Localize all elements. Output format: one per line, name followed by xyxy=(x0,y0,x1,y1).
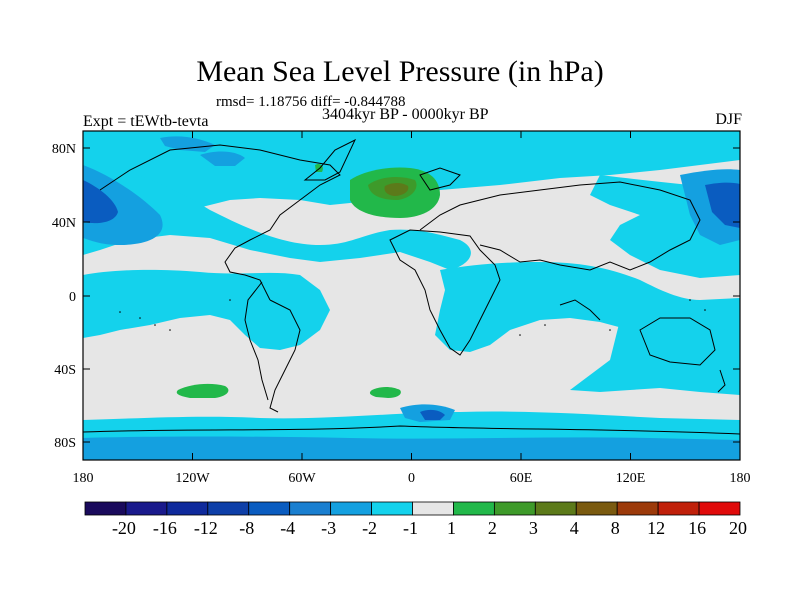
colorbar-swatch xyxy=(412,501,454,516)
lat-tick-label: 80N xyxy=(52,142,76,157)
colorbar-label: -1 xyxy=(403,518,418,538)
colorbar-label: -12 xyxy=(193,518,218,538)
colorbar-swatch xyxy=(207,501,250,516)
colorbar-swatch xyxy=(575,501,618,516)
colorbar-label: 2 xyxy=(487,518,497,538)
colorbar-label: 1 xyxy=(446,518,456,538)
lon-tick-label: 0 xyxy=(408,471,415,486)
colorbar-swatch xyxy=(248,501,291,516)
colorbar-label: 16 xyxy=(688,518,707,538)
strong-negative-regions xyxy=(83,180,740,420)
colorbar-swatch xyxy=(125,501,168,516)
colorbar-swatch xyxy=(330,501,372,516)
colorbar xyxy=(84,501,741,516)
colorbar-label: 4 xyxy=(569,518,579,538)
lat-tick-label: 40S xyxy=(54,363,76,378)
strong-positive-regions xyxy=(384,183,409,196)
mid-negative-regions xyxy=(83,136,740,460)
latitude-axis: 80N 40N 0 40S 80S xyxy=(52,142,740,451)
map-title: Mean Sea Level Pressure (in hPa) xyxy=(196,55,604,88)
longitude-axis: 180 120W 60W 0 60E 120E 180 xyxy=(73,131,751,486)
lat-tick-label: 40N xyxy=(52,216,76,231)
colorbar-label: 20 xyxy=(729,518,747,538)
season-label: DJF xyxy=(715,111,742,128)
colorbar-swatch xyxy=(657,501,700,516)
lon-tick-label: 120W xyxy=(175,471,210,486)
colorbar-swatch xyxy=(166,501,209,516)
colorbar-label: -3 xyxy=(321,518,337,538)
colorbar-label: 12 xyxy=(647,518,666,538)
lon-tick-label: 180 xyxy=(730,471,751,486)
colorbar-swatch xyxy=(84,501,127,516)
stats-label: rmsd= 1.18756 diff= -0.844788 xyxy=(216,94,406,110)
colorbar-label: -20 xyxy=(111,518,136,538)
lon-tick-label: 60W xyxy=(288,471,316,486)
lon-tick-label: 180 xyxy=(73,471,94,486)
colorbar-label: 8 xyxy=(610,518,620,538)
colorbar-swatch xyxy=(616,501,659,516)
colorbar-label: -2 xyxy=(362,518,378,538)
lat-tick-label: 80S xyxy=(54,436,76,451)
colorbar-swatch xyxy=(493,501,536,516)
colorbar-label: -4 xyxy=(280,518,296,538)
colorbar-swatch xyxy=(534,501,577,516)
colorbar-label: -16 xyxy=(152,518,177,538)
island-dots xyxy=(119,299,706,336)
colorbar-swatch xyxy=(453,501,495,516)
lon-tick-label: 120E xyxy=(616,471,646,486)
period-label: 3404kyr BP - 0000kyr BP xyxy=(322,106,489,123)
coastlines xyxy=(83,138,740,435)
experiment-label: Expt = tEWtb-tevta xyxy=(83,113,209,130)
colorbar-swatch xyxy=(289,501,332,516)
lon-tick-label: 60E xyxy=(510,471,533,486)
colorbar-label: -8 xyxy=(239,518,255,538)
colorbar-swatch xyxy=(698,501,741,516)
lat-tick-label: 0 xyxy=(69,290,76,305)
pressure-field xyxy=(83,131,740,460)
colorbar-swatch xyxy=(371,501,413,516)
colorbar-label: 3 xyxy=(528,518,538,538)
